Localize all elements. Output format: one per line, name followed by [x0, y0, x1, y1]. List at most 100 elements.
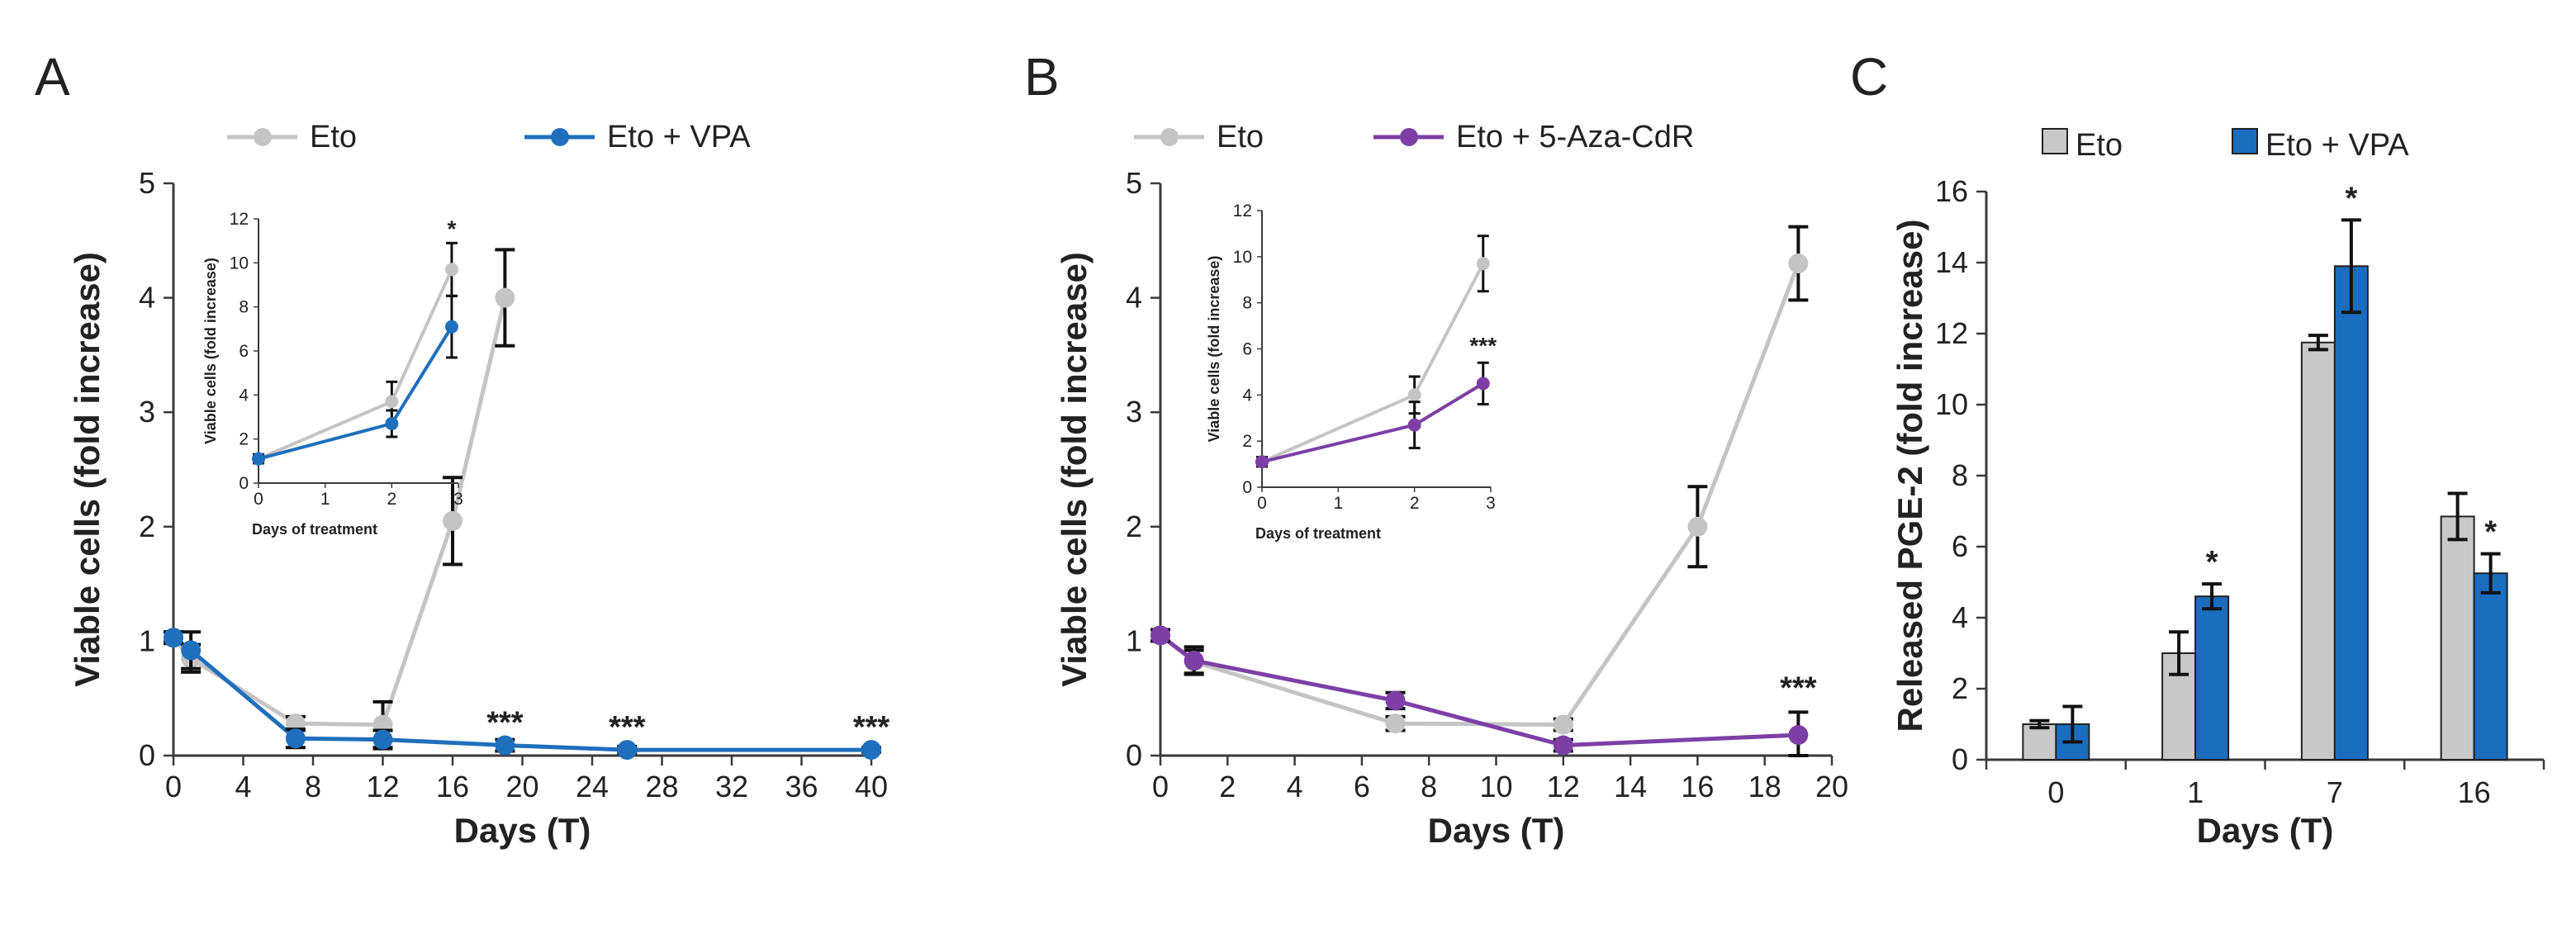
data-point [1687, 516, 1708, 537]
inset-y-tick-label: 12 [1233, 201, 1252, 220]
x-axis-title: Days (T) [1428, 811, 1565, 850]
x-tick-label: 40 [855, 770, 888, 803]
x-tick-label: 0 [165, 770, 182, 803]
data-point [495, 735, 515, 756]
y-axis-title: Viable cells (fold increase) [68, 252, 107, 687]
inset-data-point [252, 452, 265, 466]
x-tick-label: 12 [366, 770, 399, 803]
data-point [181, 640, 202, 661]
bar [2300, 341, 2336, 761]
y-tick-label: 8 [1952, 458, 1968, 492]
inset-y-tick-label: 0 [1242, 478, 1252, 497]
panel-letter: B [1024, 47, 1060, 107]
data-point [617, 740, 638, 761]
significance-marker: * [2345, 181, 2357, 216]
data-point [372, 729, 393, 750]
bar [2333, 265, 2369, 761]
y-tick-label: 14 [1935, 245, 1968, 279]
x-tick-label: 14 [1614, 770, 1647, 803]
legend-label: Eto + 5-Aza-CdR [1456, 120, 1694, 154]
data-point [1788, 725, 1809, 746]
y-tick-label: 0 [139, 738, 155, 772]
inset-data-point [1255, 455, 1269, 469]
x-tick-label: 16 [2458, 775, 2491, 809]
x-tick-label: 8 [305, 770, 321, 803]
y-tick-label: 0 [1952, 742, 1968, 776]
y-tick-label: 5 [139, 166, 155, 200]
legend-marker [254, 128, 272, 146]
x-tick-label: 0 [2047, 775, 2064, 809]
inset-x-tick-label: 3 [1486, 494, 1496, 513]
significance-marker: * [2484, 515, 2497, 550]
data-point [1788, 254, 1809, 274]
y-tick-label: 4 [139, 281, 155, 315]
bar [2022, 723, 2057, 761]
inset-y-tick-label: 2 [239, 430, 249, 449]
inset-data-point [444, 320, 458, 334]
legend-swatch [2232, 128, 2258, 154]
x-tick-label: 10 [1479, 770, 1512, 803]
x-tick-label: 8 [1421, 770, 1437, 803]
data-point [495, 287, 515, 308]
x-tick-label: 24 [576, 770, 609, 803]
inset-data-point [385, 417, 399, 430]
inset-x-axis-title: Days of treatment [1255, 525, 1381, 542]
inset-y-tick-label: 2 [1242, 432, 1252, 451]
data-point [285, 728, 306, 749]
y-tick-label: 4 [1952, 600, 1968, 634]
y-axis-title: Released PGE-2 (fold increase) [1890, 220, 1929, 732]
y-tick-label: 0 [1126, 738, 1142, 772]
x-tick-label: 16 [1681, 770, 1714, 803]
x-axis-title: Days (T) [454, 811, 591, 850]
inset-series-line-1 [258, 325, 453, 461]
series-line-1 [1159, 633, 1799, 748]
bar [2473, 572, 2508, 761]
inset-y-tick-label: 10 [1233, 248, 1252, 267]
inset-data-point [385, 395, 399, 409]
x-tick-label: 6 [1354, 770, 1370, 803]
inset-y-tick-label: 4 [239, 386, 249, 405]
x-axis-title: Days (T) [2197, 811, 2334, 850]
x-tick-label: 16 [436, 770, 469, 803]
significance-marker: *** [853, 710, 890, 745]
x-tick-label: 12 [1547, 770, 1580, 803]
inset-x-tick-label: 1 [320, 490, 330, 509]
y-tick-label: 5 [1126, 166, 1142, 200]
x-tick-label: 4 [1287, 770, 1303, 803]
legend-marker [1400, 128, 1418, 146]
inset-x-tick-label: 1 [1333, 494, 1343, 513]
data-point [1553, 735, 1573, 756]
x-tick-label: 32 [715, 770, 748, 803]
data-point [1553, 714, 1573, 735]
significance-marker: *** [609, 710, 646, 745]
inset-data-point [1407, 388, 1421, 402]
y-tick-label: 4 [1126, 281, 1142, 315]
data-point [1385, 690, 1406, 711]
inset-y-tick-label: 8 [239, 298, 249, 317]
y-tick-label: 6 [1952, 529, 1968, 563]
data-point [1184, 650, 1204, 671]
data-point [164, 628, 183, 648]
inset-data-point [1476, 377, 1490, 391]
inset-y-axis-title: Viable cells (fold increase) [1206, 256, 1222, 443]
data-point [1150, 625, 1170, 646]
x-tick-label: 18 [1748, 770, 1781, 803]
x-tick-label: 7 [2327, 775, 2343, 809]
inset-y-axis-title: Viable cells (fold increase) [202, 258, 219, 444]
inset-x-tick-label: 2 [1410, 494, 1420, 513]
y-tick-label: 10 [1935, 387, 1968, 421]
data-point [1385, 713, 1406, 734]
inset-data-point [1476, 257, 1490, 271]
inset-data-point [444, 263, 458, 277]
y-tick-label: 2 [1952, 671, 1968, 705]
x-tick-label: 20 [505, 770, 538, 803]
series-line-0 [172, 297, 507, 728]
x-tick-label: 0 [1152, 770, 1169, 803]
legend-marker [551, 128, 569, 146]
inset-series-line-1 [1261, 382, 1484, 464]
legend-label: Eto + VPA [607, 120, 751, 154]
